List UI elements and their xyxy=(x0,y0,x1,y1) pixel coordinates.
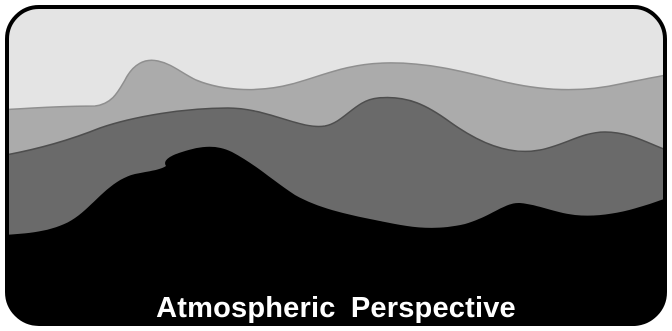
near-hills-layer xyxy=(7,146,665,324)
caption-text: Atmospheric Perspective xyxy=(156,292,516,324)
frame-border xyxy=(5,5,667,326)
